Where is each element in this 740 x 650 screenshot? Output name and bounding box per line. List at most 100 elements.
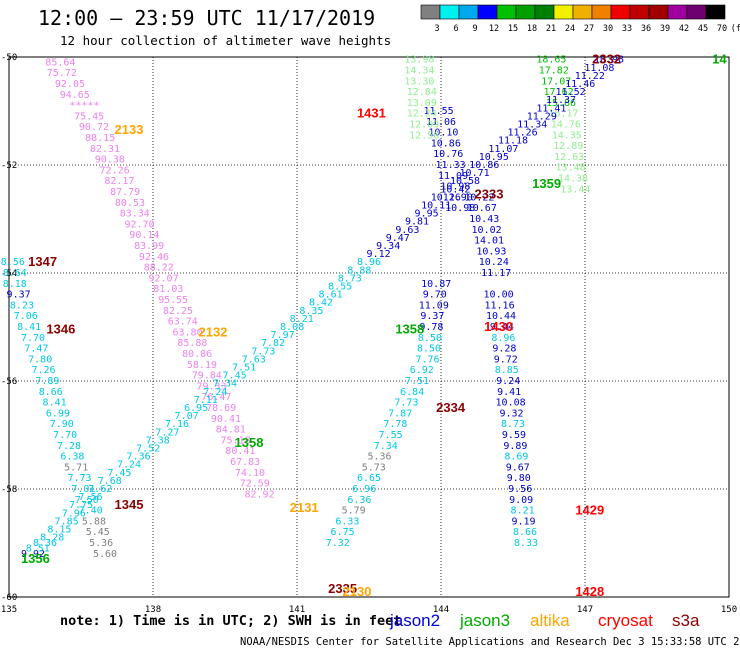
wave-height-point: 7.27 [155,427,179,438]
wave-height-point: 8.23 [10,300,34,311]
wave-height-point: 7.70 [21,333,45,344]
wave-height-point: 5.36 [89,538,113,549]
wave-height-point: 6.84 [400,387,424,398]
wave-height-point: 5.88 [82,516,106,527]
wave-height-point: 10.44 [486,311,516,322]
pass-id-label: 1356 [21,551,50,566]
pass-id-label: 1346 [46,322,75,337]
colorbar-swatch [629,4,650,20]
pass-id-label: 2332 [592,52,621,67]
x-tick-label: 150 [721,605,737,615]
wave-height-point: 10.71 [460,168,490,179]
wave-height-point: 92.70 [125,219,155,230]
wave-height-point: 10.76 [433,149,463,160]
wave-height-point: 11.33 [436,160,466,171]
wave-height-point: 11.09 [438,171,468,182]
wave-height-point: 8.08 [280,322,304,333]
wave-height-point: 5.60 [93,549,117,560]
wave-height-point: 7.52 [136,444,160,455]
wave-height-point: 9.92 [21,549,45,560]
wave-height-point: 13.48 [556,163,586,174]
colorbar-label: 42 [679,24,689,34]
wave-height-point: 17.07 [541,76,571,87]
wave-height-point: 6.75 [331,527,355,538]
wave-height-point: 6.92 [410,365,434,376]
wave-height-point: 7.76 [416,354,440,365]
wave-height-point: 11.52 [556,87,586,98]
colorbar-swatch [458,4,479,20]
legend-cryosat: cryosat [598,611,653,630]
wave-height-point: 14.35 [552,130,582,141]
wave-height-point: 7.78 [383,419,407,430]
wave-height-point: 14.01 [474,236,504,247]
wave-height-point: 88.22 [144,263,174,274]
wave-height-point: 90.14 [129,230,159,241]
wave-height-point: 7.73 [251,346,275,357]
wave-height-point: 90.41 [211,414,241,425]
wave-height-point: 8.66 [39,387,63,398]
colorbar-label: 15 [508,24,518,34]
wave-height-point: 7.24 [203,387,227,398]
pass-id-label: 2335 [328,581,357,596]
wave-height-point: 14.76 [551,120,581,131]
wave-height-point: 13.09 [407,98,437,109]
x-tick-label: 144 [433,605,449,615]
wave-height-point: 13.30 [404,76,434,87]
wave-height-point: 6.65 [357,473,381,484]
wave-height-point: 63.74 [168,317,198,328]
pass-id-label: 1345 [115,497,144,512]
wave-height-point: 9.24 [496,376,520,387]
wave-height-point: 6.33 [335,516,359,527]
wave-height-point: 8.69 [504,452,528,463]
wave-height-point: 8.96 [357,257,381,268]
wave-height-point: 9.81 [405,217,429,228]
wave-height-point: 15.86 [546,98,576,109]
y-tick-label: -56 [1,377,17,387]
wave-height-point: 7.82 [261,338,285,349]
wave-height-point: 8.41 [17,322,41,333]
wave-height-point: 8.50 [418,333,442,344]
wave-height-point: ***** [69,101,99,112]
wave-height-point: 72.59 [240,479,270,490]
wave-height-point: 7.47 [24,344,48,355]
pass-id-label: 1359 [532,176,561,191]
pass-id-label: 1431 [357,106,386,121]
colorbar-swatch [477,4,498,20]
colorbar-label: 3 [434,24,439,34]
wave-height-point: 5.36 [368,452,392,463]
wave-height-point: 7.68 [98,476,122,487]
wave-height-point: 11.46 [565,79,595,90]
wave-height-point: 12.09 [409,120,439,131]
chart-subtitle: 12 hour collection of altimeter wave hei… [60,33,391,48]
wave-height-point: 7.51 [232,363,256,374]
wave-height-point: 17.82 [539,66,569,77]
pass-id-label: 1430 [484,319,513,334]
wave-height-point: 90.38 [95,155,125,166]
wave-height-point: 9.34 [376,241,400,252]
wave-height-point: 8.21 [290,314,314,325]
colorbar-swatch [515,4,536,20]
wave-height-point: 78.69 [206,403,236,414]
wave-height-point: 92.07 [149,273,179,284]
wave-height-point: 7.75 [69,500,93,511]
wave-height-point: 5.73 [362,462,386,473]
pass-id-label: 2130 [343,584,372,599]
wave-height-point: 76.47 [201,392,231,403]
wave-height-point: 7.28 [57,441,81,452]
y-tick-label: -58 [1,485,17,495]
wave-height-point: 7.90 [50,419,74,430]
wave-height-point: 18.65 [536,55,566,66]
pass-id-label: 1358 [235,435,264,450]
wave-height-point: 10.24 [479,257,509,268]
wave-height-point: 7.45 [107,468,131,479]
wave-height-point: 14.34 [404,66,434,77]
wave-height-point: 8.21 [511,506,535,517]
wave-height-point: 8.42 [309,298,333,309]
wave-height-point: 9.56 [508,484,532,495]
wave-height-point: 8.28 [40,533,64,544]
wave-height-point: 10.98 [440,182,470,193]
wave-height-point: 10.87 [421,279,451,290]
wave-height-point: 10.58 [450,176,480,187]
wave-height-point: 17.62 [544,87,574,98]
wave-height-point: 9.32 [500,408,524,419]
